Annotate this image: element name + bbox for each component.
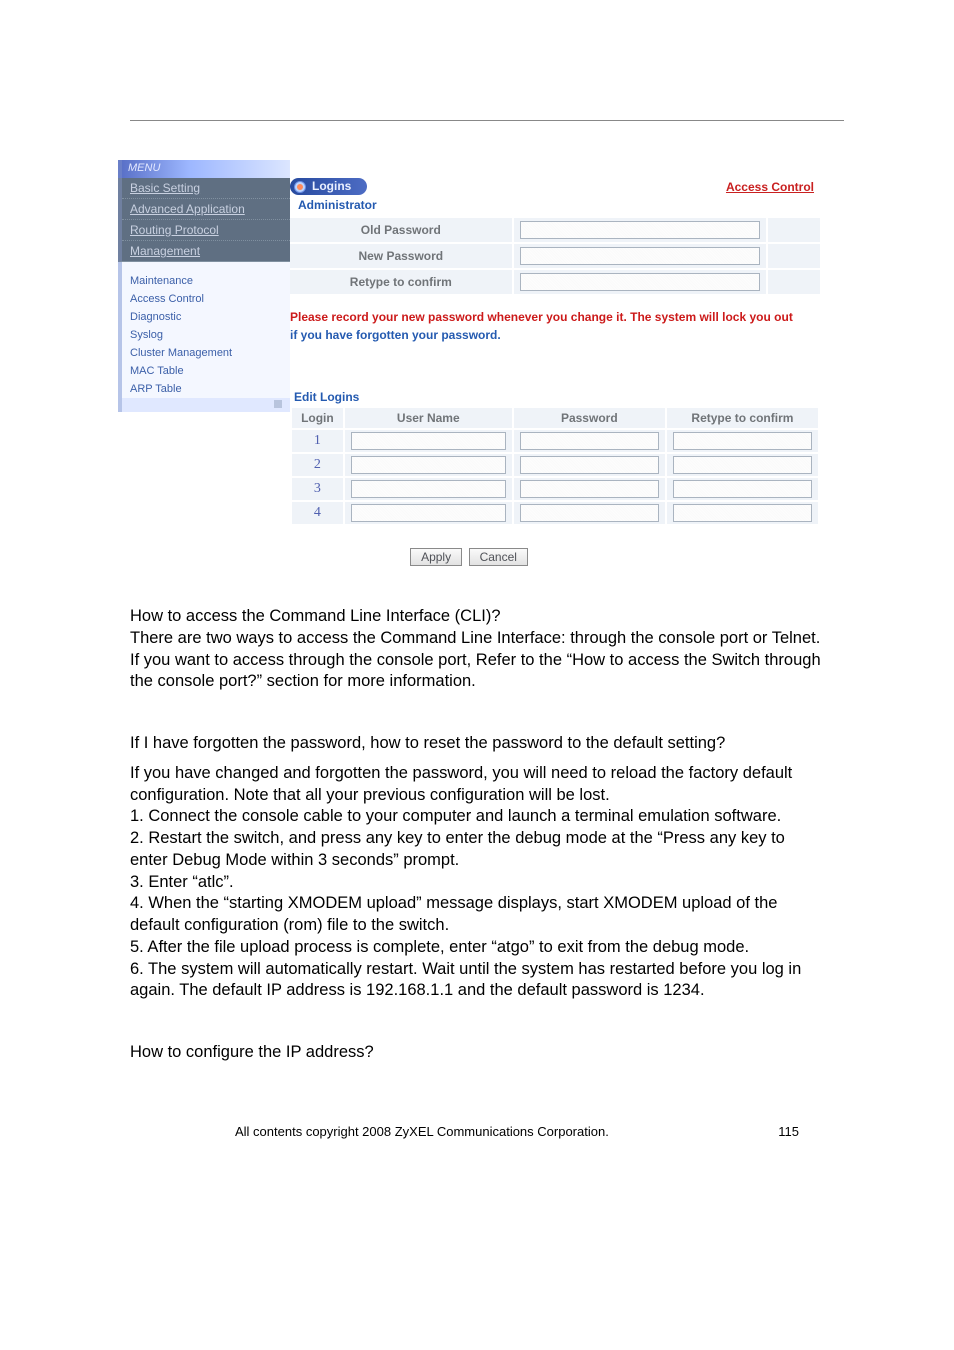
col-password: Password <box>513 407 666 429</box>
password-input-3[interactable] <box>520 480 659 498</box>
retype-password-label: Retype to confirm <box>290 269 513 295</box>
new-password-input[interactable] <box>520 247 760 265</box>
username-input-2[interactable] <box>351 456 506 474</box>
panel-title-pill: Logins <box>290 178 367 195</box>
warning-line-1: Please record your new password whenever… <box>290 296 820 328</box>
menu-header: MENU <box>118 160 290 178</box>
password-input-2[interactable] <box>520 456 659 474</box>
administrator-label: Administrator <box>290 195 820 218</box>
login-id: 2 <box>291 453 344 477</box>
password-table: Old Password New Password Retype to conf… <box>290 218 820 296</box>
q1-p1: There are two ways to access the Command… <box>130 628 824 650</box>
username-input-1[interactable] <box>351 432 506 450</box>
password-input-4[interactable] <box>520 504 659 522</box>
page-footer: All contents copyright 2008 ZyXEL Commun… <box>130 1124 824 1139</box>
table-row: 2 <box>291 453 819 477</box>
content-panel: Logins Access Control Administrator Old … <box>290 160 820 526</box>
retype-input-3[interactable] <box>673 480 812 498</box>
menu-block-main: Basic Setting Advanced Application Routi… <box>118 178 290 262</box>
old-password-input[interactable] <box>520 221 760 239</box>
sidebar-item-access-control[interactable]: Access Control <box>122 290 290 308</box>
apply-button[interactable]: Apply <box>410 548 462 566</box>
sidebar-item-routing-protocol[interactable]: Routing Protocol <box>122 219 290 240</box>
retype-input-2[interactable] <box>673 456 812 474</box>
retype-input-4[interactable] <box>673 504 812 522</box>
sidebar-item-diagnostic[interactable]: Diagnostic <box>122 308 290 326</box>
col-login: Login <box>291 407 344 429</box>
password-input-1[interactable] <box>520 432 659 450</box>
config-screenshot: MENU Basic Setting Advanced Application … <box>118 160 820 566</box>
page-number: 115 <box>778 1124 799 1139</box>
login-id: 1 <box>291 429 344 453</box>
q1-p2: If you want to access through the consol… <box>130 650 824 694</box>
edit-logins-title: Edit Logins <box>290 342 820 406</box>
login-id: 3 <box>291 477 344 501</box>
button-row: Apply Cancel <box>118 526 820 566</box>
q2-s6: 6. The system will automatically restart… <box>130 959 824 1003</box>
menu-footer <box>118 398 290 412</box>
q2-p1: If you have changed and forgotten the pa… <box>130 763 824 807</box>
table-row: 3 <box>291 477 819 501</box>
edit-logins-table: Login User Name Password Retype to confi… <box>290 406 820 526</box>
col-retype: Retype to confirm <box>666 407 819 429</box>
breadcrumb-access-control[interactable]: Access Control <box>726 180 814 194</box>
col-username: User Name <box>344 407 513 429</box>
document-body: How to access the Command Line Interface… <box>130 606 824 1064</box>
table-row: 4 <box>291 501 819 525</box>
sidebar-menu: MENU Basic Setting Advanced Application … <box>118 160 290 526</box>
table-row: 1 <box>291 429 819 453</box>
sidebar-item-maintenance[interactable]: Maintenance <box>122 272 290 290</box>
login-id: 4 <box>291 501 344 525</box>
sidebar-item-arp-table[interactable]: ARP Table <box>122 380 290 398</box>
sidebar-item-syslog[interactable]: Syslog <box>122 326 290 344</box>
q2-s5: 5. After the file upload process is comp… <box>130 937 824 959</box>
warning-line-2: if you have forgotten your password. <box>290 328 820 342</box>
old-password-label: Old Password <box>290 218 513 243</box>
sidebar-item-mac-table[interactable]: MAC Table <box>122 362 290 380</box>
q2-s3: 3. Enter “atlc”. <box>130 872 824 894</box>
pill-dot-inner-icon <box>297 184 303 190</box>
new-password-label: New Password <box>290 243 513 269</box>
menu-block-sub: Maintenance Access Control Diagnostic Sy… <box>118 272 290 398</box>
copyright-text: All contents copyright 2008 ZyXEL Commun… <box>235 1124 609 1139</box>
top-rule <box>130 120 844 121</box>
retype-password-input[interactable] <box>520 273 760 291</box>
panel-title-text: Logins <box>312 179 351 193</box>
q2-s1: 1. Connect the console cable to your com… <box>130 806 824 828</box>
menu-collapse-icon[interactable] <box>274 400 282 408</box>
username-input-4[interactable] <box>351 504 506 522</box>
retype-input-1[interactable] <box>673 432 812 450</box>
sidebar-item-advanced-application[interactable]: Advanced Application <box>122 198 290 219</box>
sidebar-item-basic-setting[interactable]: Basic Setting <box>122 178 290 198</box>
cancel-button[interactable]: Cancel <box>469 548 528 566</box>
q2-title: If I have forgotten the password, how to… <box>130 733 824 755</box>
sidebar-item-management[interactable]: Management <box>122 240 290 261</box>
sidebar-item-cluster-management[interactable]: Cluster Management <box>122 344 290 362</box>
q1-title: How to access the Command Line Interface… <box>130 606 824 628</box>
menu-spacer <box>118 262 290 272</box>
username-input-3[interactable] <box>351 480 506 498</box>
q2-s4: 4. When the “starting XMODEM upload” mes… <box>130 893 824 937</box>
q3-title: How to configure the IP address? <box>130 1042 824 1064</box>
q2-s2: 2. Restart the switch, and press any key… <box>130 828 824 872</box>
